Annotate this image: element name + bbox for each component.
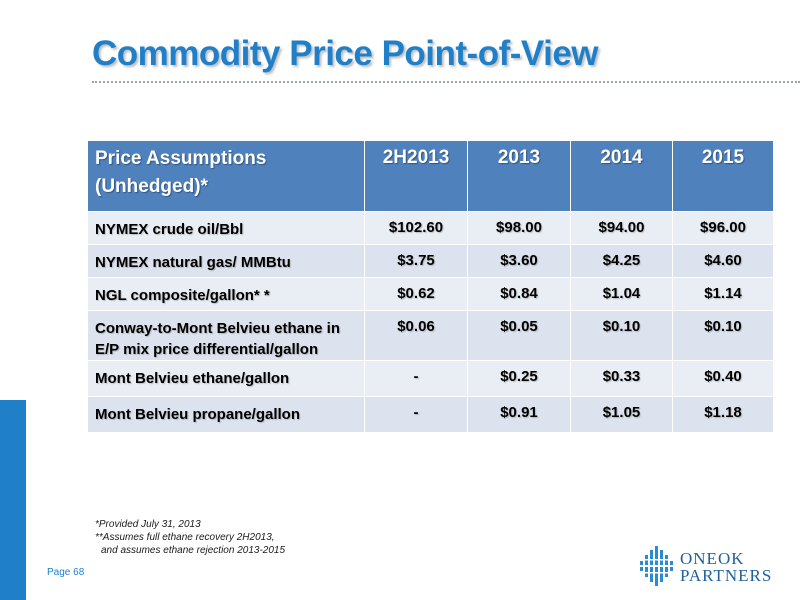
- slide-title: Commodity Price Point-of-View: [92, 34, 599, 73]
- table-row: Conway-to-Mont Belvieu ethane in E/P mix…: [87, 310, 774, 361]
- cell-value: $0.33: [570, 360, 673, 397]
- header-period: 2014: [570, 140, 673, 212]
- row-label-line: E/P mix price differential/gallon: [95, 341, 319, 358]
- accent-bar: [0, 400, 26, 600]
- company-logo: ONEOK PARTNERS: [638, 544, 778, 588]
- cell-value: $0.62: [364, 277, 468, 311]
- title-divider: [92, 81, 800, 83]
- cell-value: $0.06: [364, 310, 468, 361]
- cell-value: $96.00: [672, 211, 774, 245]
- row-label: NYMEX natural gas/ MMBtu: [87, 244, 365, 278]
- table-row: NGL composite/gallon* * $0.62 $0.84 $1.0…: [87, 277, 774, 311]
- header-period: 2H2013: [364, 140, 468, 212]
- logo-wordmark: ONEOK PARTNERS: [680, 550, 772, 584]
- row-label-line: Conway-to-Mont Belvieu ethane in: [95, 320, 341, 337]
- table-body: NYMEX crude oil/Bbl $102.60 $98.00 $94.0…: [87, 211, 774, 433]
- table-row: NYMEX crude oil/Bbl $102.60 $98.00 $94.0…: [87, 211, 774, 245]
- cell-value: $0.10: [672, 310, 774, 361]
- cell-value: $98.00: [467, 211, 571, 245]
- cell-value: $0.25: [467, 360, 571, 397]
- logo-line: ONEOK: [680, 549, 745, 568]
- footnote-line: **Assumes full ethane recovery 2H2013,: [95, 532, 275, 543]
- footnotes: *Provided July 31, 2013 **Assumes full e…: [95, 518, 285, 557]
- cell-value: -: [364, 396, 468, 433]
- cell-value: $3.75: [364, 244, 468, 278]
- cell-value: $0.40: [672, 360, 774, 397]
- header-label-line: (Unhedged)*: [95, 176, 208, 197]
- cell-value: $1.04: [570, 277, 673, 311]
- cell-value: $0.84: [467, 277, 571, 311]
- row-label-line: NGL composite/gallon* *: [95, 287, 270, 304]
- row-label: NYMEX crude oil/Bbl: [87, 211, 365, 245]
- cell-value: $1.14: [672, 277, 774, 311]
- row-label: NGL composite/gallon* *: [87, 277, 365, 311]
- header-label-line: Price Assumptions: [95, 148, 267, 169]
- header-label-cell: Price Assumptions (Unhedged)*: [87, 140, 365, 212]
- oneok-logo-mark-icon: [638, 546, 676, 586]
- cell-value: -: [364, 360, 468, 397]
- cell-value: $1.18: [672, 396, 774, 433]
- table-row: NYMEX natural gas/ MMBtu $3.75 $3.60 $4.…: [87, 244, 774, 278]
- row-label-line: Mont Belvieu ethane/gallon: [95, 370, 290, 387]
- header-period: 2013: [467, 140, 571, 212]
- row-label-line: NYMEX natural gas/ MMBtu: [95, 254, 291, 271]
- footnote-line: and assumes ethane rejection 2013-2015: [101, 545, 286, 556]
- header-period: 2015: [672, 140, 774, 212]
- row-label: Mont Belvieu propane/gallon: [87, 396, 365, 433]
- cell-value: $0.91: [467, 396, 571, 433]
- row-label: Mont Belvieu ethane/gallon: [87, 360, 365, 397]
- row-label-line: Mont Belvieu propane/gallon: [95, 406, 301, 423]
- cell-value: $3.60: [467, 244, 571, 278]
- logo-line: PARTNERS: [680, 566, 773, 585]
- cell-value: $94.00: [570, 211, 673, 245]
- cell-value: $0.05: [467, 310, 571, 361]
- table-row: Mont Belvieu ethane/gallon - $0.25 $0.33…: [87, 360, 774, 397]
- row-label-line: NYMEX crude oil/Bbl: [95, 221, 244, 238]
- table-row: Mont Belvieu propane/gallon - $0.91 $1.0…: [87, 396, 774, 433]
- cell-value: $4.25: [570, 244, 673, 278]
- price-assumptions-table: Price Assumptions (Unhedged)* 2H2013 201…: [87, 140, 774, 433]
- cell-value: $102.60: [364, 211, 468, 245]
- cell-value: $4.60: [672, 244, 774, 278]
- row-label: Conway-to-Mont Belvieu ethane in E/P mix…: [87, 310, 365, 361]
- cell-value: $0.10: [570, 310, 673, 361]
- cell-value: $1.05: [570, 396, 673, 433]
- footnote-line: *Provided July 31, 2013: [95, 519, 201, 530]
- table-header-row: Price Assumptions (Unhedged)* 2H2013 201…: [87, 140, 774, 212]
- page-number: Page 68: [47, 567, 85, 578]
